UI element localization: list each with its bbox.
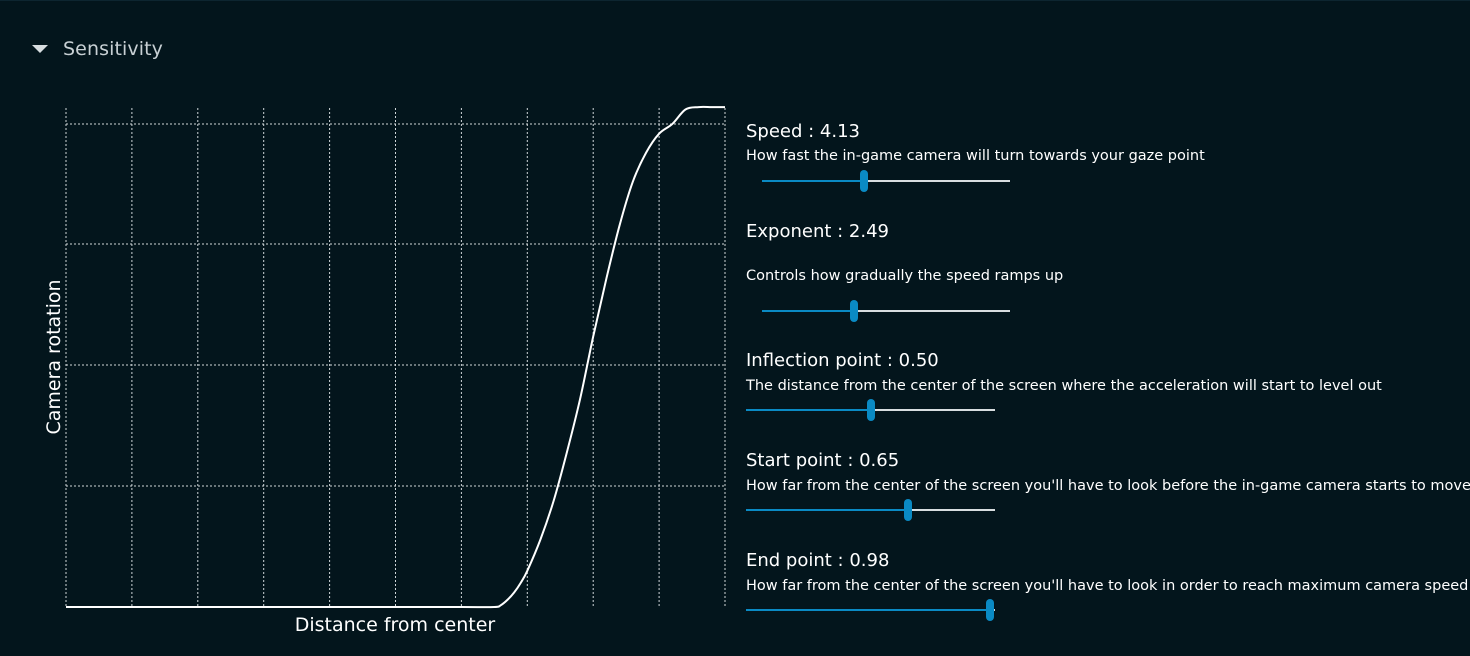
end-point-label: End point : 0.98 bbox=[746, 550, 890, 571]
exponent-label: Exponent : 2.49 bbox=[746, 221, 889, 242]
chart-grid bbox=[65, 108, 726, 607]
end-point-slider[interactable] bbox=[746, 599, 995, 621]
slider-fill bbox=[746, 609, 991, 611]
y-axis-label: Camera rotation bbox=[43, 279, 65, 434]
x-axis-label: Distance from center bbox=[295, 614, 496, 636]
speed-slider[interactable] bbox=[762, 170, 1010, 192]
inflection-point-label: Inflection point : 0.50 bbox=[746, 350, 939, 371]
inflection-point-description: The distance from the center of the scre… bbox=[746, 378, 1382, 394]
start-point-label: Start point : 0.65 bbox=[746, 450, 900, 471]
sensitivity-section-header[interactable]: Sensitivity bbox=[32, 36, 163, 62]
inflection-point-slider[interactable] bbox=[746, 399, 995, 421]
exponent-slider[interactable] bbox=[762, 300, 1010, 322]
slider-thumb[interactable] bbox=[849, 300, 858, 322]
speed-label: Speed : 4.13 bbox=[746, 121, 861, 142]
slider-thumb[interactable] bbox=[903, 499, 912, 521]
slider-fill bbox=[762, 310, 854, 312]
sensitivity-curve bbox=[65, 105, 725, 609]
slider-thumb[interactable] bbox=[860, 170, 869, 192]
slider-track bbox=[762, 180, 1010, 182]
start-point-slider[interactable] bbox=[746, 499, 995, 521]
end-point-description: How far from the center of the screen yo… bbox=[746, 578, 1469, 594]
caret-down-icon[interactable] bbox=[32, 45, 48, 53]
slider-thumb[interactable] bbox=[986, 599, 995, 621]
top-divider bbox=[0, 0, 1470, 1]
slider-fill bbox=[746, 409, 871, 411]
slider-fill bbox=[762, 180, 865, 182]
slider-track bbox=[762, 310, 1010, 312]
slider-fill bbox=[746, 509, 908, 511]
section-title: Sensitivity bbox=[63, 38, 164, 60]
speed-description: How fast the in-game camera will turn to… bbox=[746, 148, 1205, 164]
sensitivity-curve-chart: Camera rotation Distance from center bbox=[43, 105, 726, 636]
slider-thumb[interactable] bbox=[866, 399, 875, 421]
exponent-description: Controls how gradually the speed ramps u… bbox=[746, 268, 1064, 284]
start-point-description: How far from the center of the screen yo… bbox=[746, 478, 1470, 494]
